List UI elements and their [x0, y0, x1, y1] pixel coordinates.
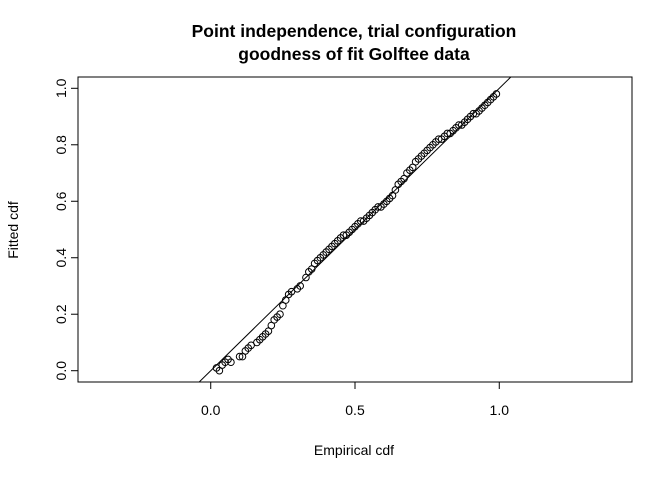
y-tick-label: 0.4 — [53, 248, 69, 268]
chart-title: Point independence, trial configuration … — [192, 21, 517, 64]
data-point — [235, 352, 244, 361]
chart-title-line-1: Point independence, trial configuration — [192, 21, 517, 41]
x-tick-label: 1.0 — [490, 402, 510, 418]
y-tick-label: 0.0 — [53, 361, 69, 381]
x-axis-label: Empirical cdf — [314, 442, 394, 458]
data-point — [276, 310, 284, 319]
y-tick-label: 0.8 — [53, 135, 69, 155]
x-axis: 0.0 0.5 1.0 — [201, 381, 510, 418]
y-axis-label: Fitted cdf — [5, 201, 21, 259]
y-axis: 0.0 0.2 0.4 0.6 0.8 1.0 — [53, 78, 79, 381]
data-point — [227, 358, 235, 367]
y-tick-label: 1.0 — [53, 78, 69, 98]
data-point — [492, 90, 501, 98]
y-tick-label: 0.2 — [53, 304, 69, 324]
x-tick-label: 0.0 — [201, 402, 221, 418]
data-point — [296, 282, 304, 290]
data-points — [212, 90, 501, 375]
y-tick-label: 0.6 — [53, 191, 69, 211]
x-tick-label: 0.5 — [345, 402, 365, 418]
chart-title-line-2: goodness of fit Golftee data — [238, 44, 470, 64]
